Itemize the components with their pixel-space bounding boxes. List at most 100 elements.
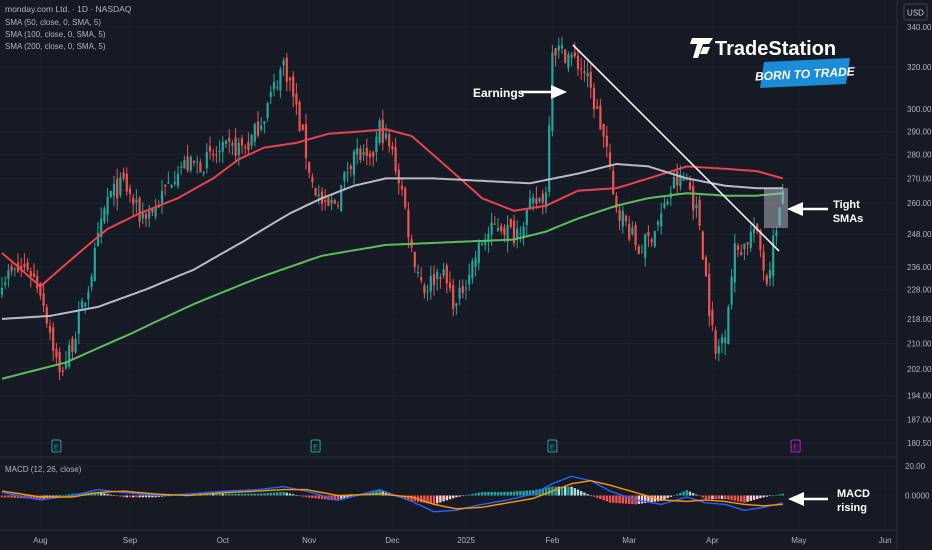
macd-histogram-bar [61, 495, 64, 496]
candle [93, 242, 96, 282]
candle [346, 161, 349, 183]
time-tick-label: Apr [706, 536, 719, 545]
macd-histogram-bar [781, 493, 784, 496]
macd-histogram-bar [119, 495, 122, 497]
macd-histogram-bar [621, 495, 624, 504]
macd-histogram-bar [752, 495, 756, 500]
tight-sma-highlight[interactable] [764, 188, 788, 228]
price-tick-label: 270.00 [907, 174, 932, 183]
price-tick-label: 194.00 [907, 391, 932, 400]
macd-histogram-bar [116, 495, 119, 497]
candle [506, 215, 509, 253]
macd-histogram-bar [704, 495, 708, 500]
candle [589, 64, 592, 99]
currency-badge[interactable] [903, 3, 928, 21]
price-tick-label: 236.00 [907, 263, 932, 272]
indicator-legend-sma50[interactable]: SMA (50, close, 0, SMA, 5) [5, 18, 101, 27]
indicator-legend-sma100[interactable]: SMA (100, close, 0, SMA, 5) [5, 30, 106, 39]
macd-histogram-bar [583, 492, 586, 496]
sma-200-line[interactable] [1, 192, 783, 380]
macd-histogram-bar [592, 495, 596, 497]
symbol-title[interactable]: monday.com Ltd. · 1D · NASDAQ [5, 4, 132, 14]
candle [461, 279, 464, 299]
macd-histogram-bar [698, 495, 701, 497]
macd-line[interactable] [1, 475, 783, 513]
time-axis[interactable]: Aug Sep Oct Nov Dec 2025 Feb Mar Apr May Jun [33, 536, 891, 545]
sma-100-line[interactable] [1, 162, 783, 320]
macd-histogram-bar [317, 495, 320, 499]
sma-50-line[interactable] [1, 128, 784, 288]
macd-histogram-bar [596, 495, 599, 498]
candle [468, 263, 471, 292]
candle [516, 220, 519, 249]
tight-smas-annotation: Tight SMAs [833, 199, 864, 225]
candle [375, 131, 378, 162]
candle [135, 189, 138, 214]
macd-histogram-bar [512, 491, 516, 496]
tradestation-mark-icon [690, 38, 713, 58]
candle [720, 333, 724, 354]
candle [727, 304, 730, 345]
earnings-marker[interactable]: E [310, 439, 321, 453]
candle [292, 71, 295, 108]
macd-histogram-bar [743, 495, 746, 503]
candle [660, 202, 663, 235]
macd-histogram-bar [720, 495, 724, 500]
indicator-legend-sma200[interactable]: SMA (200, close, 0, SMA, 5) [5, 42, 106, 51]
macd-histogram-bar [692, 493, 695, 496]
macd-histogram-bar [557, 486, 560, 496]
sma-lines [1, 128, 784, 380]
candle [13, 267, 16, 277]
candle [564, 48, 567, 64]
candle [359, 145, 362, 164]
macd-histogram-bar [160, 495, 164, 497]
candle [500, 223, 503, 235]
macd-histogram-bar [308, 495, 311, 498]
macd-histogram-bar [244, 493, 247, 496]
macd-histogram-bar [314, 495, 317, 499]
macd-histogram-bar [490, 491, 493, 496]
macd-signal-line[interactable] [1, 479, 783, 510]
price-tick-label: 210.00 [907, 339, 932, 348]
candle [580, 57, 583, 80]
macd-histogram-bar [333, 495, 336, 501]
macd-histogram-bar [13, 495, 16, 498]
macd-histogram-bar [420, 495, 423, 503]
macd-histogram-bar [282, 491, 285, 496]
candle [208, 136, 212, 160]
macd-histogram-bar [292, 494, 295, 496]
macd-histogram-bar [167, 495, 170, 497]
candle [298, 100, 301, 133]
candle [202, 170, 205, 177]
macd-histogram-bar [445, 495, 448, 501]
macd-histogram-bar [266, 493, 269, 496]
macd-legend[interactable]: MACD (12, 26, close) [5, 465, 82, 474]
macd-histogram-bar [16, 495, 20, 499]
macd-histogram-bar [247, 493, 250, 496]
macd-histogram-bar [250, 493, 253, 496]
candle [199, 158, 202, 173]
downtrend-line[interactable] [572, 44, 780, 252]
macd-histogram-bar [410, 495, 413, 501]
macd-histogram-bar [714, 495, 717, 500]
candle [695, 196, 698, 218]
candle [679, 165, 682, 191]
earnings-marker[interactable]: E [547, 439, 558, 453]
macd-histogram-bar [727, 495, 730, 500]
earnings-marker[interactable]: E [51, 439, 62, 453]
macd-histogram-bar [151, 495, 154, 498]
candle [554, 47, 557, 67]
macd-histogram-bar [765, 495, 768, 497]
macd-histogram-bar [711, 495, 714, 500]
macd-histogram-bar [650, 495, 653, 503]
price-axis[interactable]: 340.00 320.00 300.00 290.00 280.00 270.00 260.… [907, 23, 932, 448]
earnings-marker[interactable]: E [790, 439, 801, 453]
candle [170, 183, 173, 189]
macd-axis[interactable]: 20.00 0.0000 [905, 462, 930, 501]
macd-histogram-bar [516, 491, 519, 496]
macd-histogram-bar [135, 495, 138, 498]
candle [96, 221, 100, 247]
macd-histogram-bar [68, 494, 71, 496]
macd-histogram-bar [148, 495, 151, 498]
macd-histogram-bar [234, 493, 237, 496]
